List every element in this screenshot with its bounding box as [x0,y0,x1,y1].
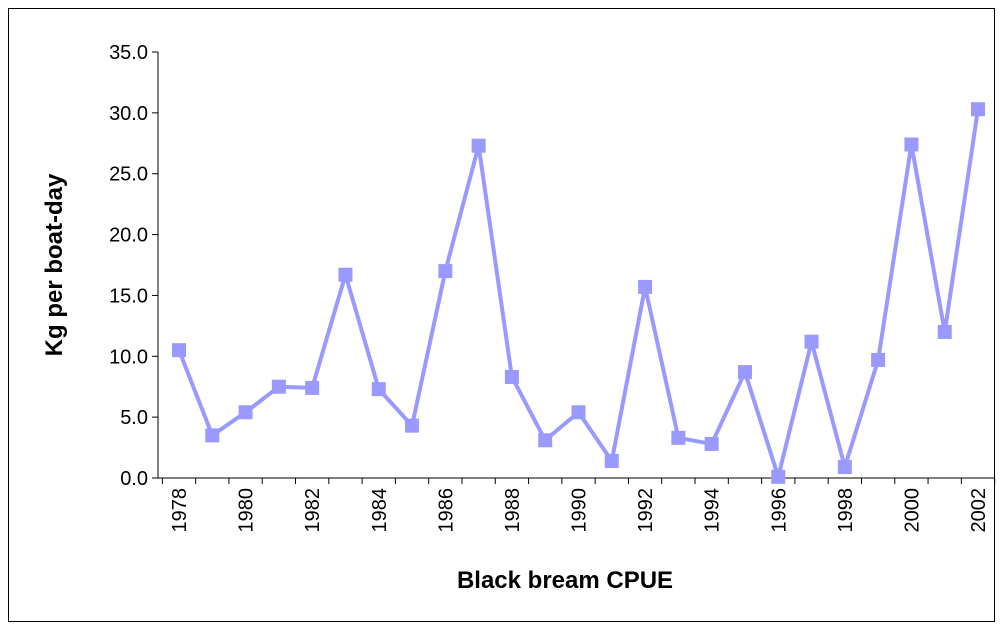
data-point [638,279,653,294]
data-point [471,138,486,153]
y-tick-label: 10.0 [109,346,148,368]
data-point [937,324,952,339]
data-point [271,379,286,394]
y-tick-label: 5.0 [120,407,148,429]
data-point [371,382,386,397]
data-point [538,433,553,448]
y-tick-label: 30.0 [109,103,148,125]
y-tick-label: 15.0 [109,285,148,307]
data-point [971,102,985,117]
data-point [604,453,619,468]
data-point [238,405,253,420]
data-point [771,469,786,484]
data-point [571,405,586,420]
x-tick-label: 1994 [702,488,724,533]
x-tick-label: 1984 [369,488,391,533]
x-tick-label: 1978 [169,488,191,533]
y-tick-label: 0.0 [120,468,148,490]
x-tick-label: 2002 [968,488,990,533]
x-tick-label: 1980 [236,488,258,533]
data-point [438,264,453,279]
x-tick-label: 1982 [302,488,324,533]
data-point [405,418,420,433]
y-tick-label: 20.0 [109,225,148,247]
y-tick-label: 35.0 [109,42,148,64]
x-tick-label: 1986 [435,488,457,533]
chart-title: Black bream CPUE [457,567,673,594]
x-tick-label: 1998 [835,488,857,533]
y-axis-label: Kg per boat-day [41,173,68,356]
data-point [737,365,752,380]
x-tick-label: 1996 [768,488,790,533]
x-tick-label: 1988 [502,488,524,533]
data-point [871,352,886,367]
x-tick-label: 1990 [569,488,591,533]
data-point [671,430,686,445]
x-tick-label: 2000 [901,488,923,533]
data-point [305,380,320,395]
data-point [504,369,519,384]
data-point [172,343,186,358]
data-point [804,334,819,349]
data-point [205,428,220,443]
data-point [704,436,719,451]
y-tick-label: 25.0 [109,164,148,186]
data-point [338,267,353,282]
data-point [837,460,852,475]
data-point [904,137,919,152]
x-tick-label: 1992 [635,488,657,533]
